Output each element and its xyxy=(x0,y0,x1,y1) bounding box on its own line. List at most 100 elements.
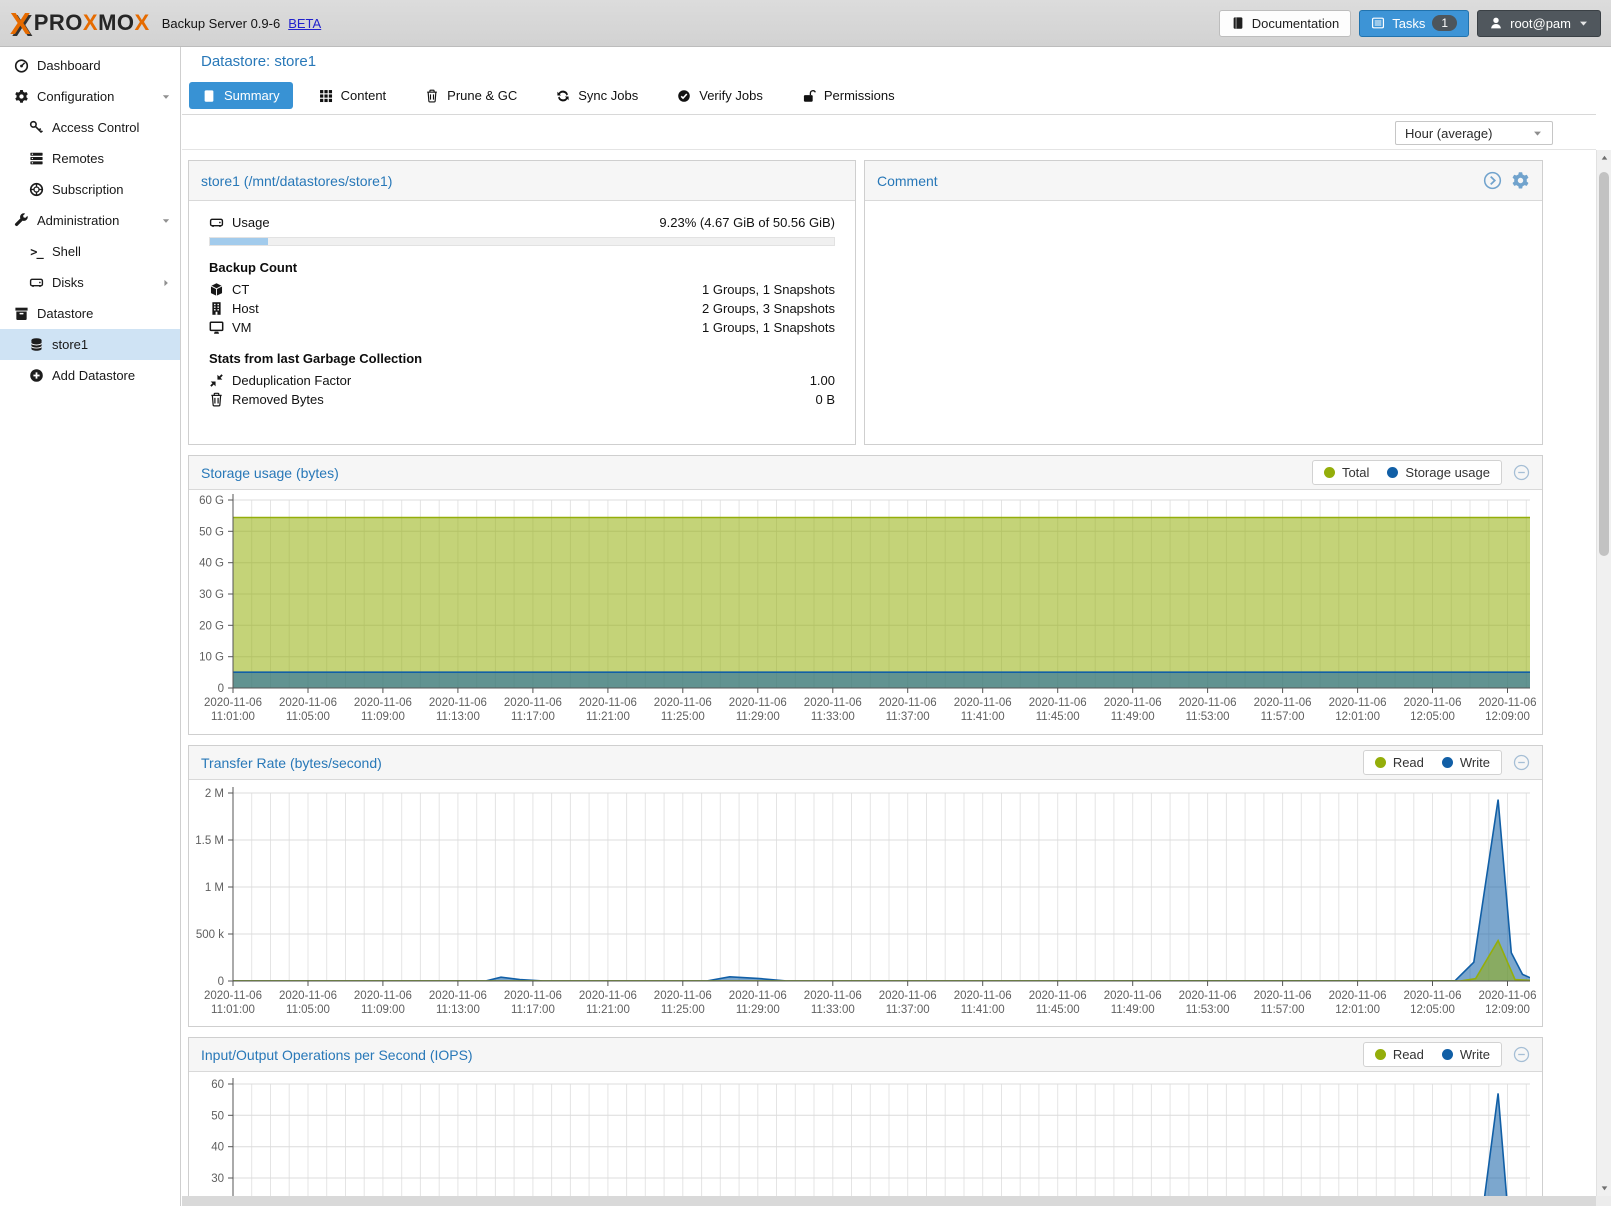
backup-count-heading: Backup Count xyxy=(209,260,298,275)
book-icon xyxy=(1231,16,1245,30)
top-bar: X PROXMOX Backup Server 0.9-6 BETA Docum… xyxy=(0,0,1611,47)
row-value: 1.00 xyxy=(809,373,835,388)
documentation-label: Documentation xyxy=(1251,15,1340,31)
svg-text:11:53:00: 11:53:00 xyxy=(1186,1004,1230,1016)
svg-text:50: 50 xyxy=(211,1110,224,1122)
sidebar-item-configuration[interactable]: Configuration xyxy=(0,81,180,112)
svg-text:2020-11-06: 2020-11-06 xyxy=(804,990,862,1002)
brand-part: X xyxy=(134,10,150,35)
svg-text:1 M: 1 M xyxy=(205,882,224,894)
tab-prune-gc[interactable]: Prune & GC xyxy=(412,82,530,109)
svg-text:0: 0 xyxy=(218,976,224,988)
tab-label: Verify Jobs xyxy=(699,88,763,103)
svg-text:30 G: 30 G xyxy=(199,589,224,601)
chart-legend: Total Storage usage xyxy=(1311,460,1502,485)
svg-text:2020-11-06: 2020-11-06 xyxy=(1029,990,1087,1002)
svg-text:10 G: 10 G xyxy=(199,652,224,664)
iops-chart-panel: Input/Output Operations per Second (IOPS… xyxy=(188,1037,1543,1196)
svg-text:11:25:00: 11:25:00 xyxy=(661,711,705,723)
gear-icon[interactable] xyxy=(1511,171,1530,190)
svg-text:2020-11-06: 2020-11-06 xyxy=(879,990,937,1002)
scrollbar-corner xyxy=(1596,1196,1611,1206)
gc-row-dedup: Deduplication Factor 1.00 xyxy=(209,371,835,390)
svg-text:12:05:00: 12:05:00 xyxy=(1410,711,1455,723)
scroll-up-button[interactable] xyxy=(1597,151,1611,166)
storage-usage-chart: 0 10 G 20 G 30 G 40 G 50 G 60 G 2020-11-06 11:01… xyxy=(189,490,1542,734)
tab-permissions[interactable]: Permissions xyxy=(789,82,908,109)
sidebar-item-subscription[interactable]: Subscription xyxy=(0,174,180,205)
legend-item-write[interactable]: Write xyxy=(1441,1047,1490,1062)
documentation-button[interactable]: Documentation xyxy=(1218,9,1352,37)
legend-dot-blue xyxy=(1441,757,1453,768)
wrench-icon xyxy=(12,213,31,228)
svg-text:11:21:00: 11:21:00 xyxy=(586,711,630,723)
row-label: Deduplication Factor xyxy=(232,373,352,388)
unlock-icon xyxy=(802,89,816,103)
iops-chart: 01020304050602020-11-0611:01:002020-11-0… xyxy=(189,1072,1542,1196)
trash-icon xyxy=(425,89,439,103)
sidebar-item-access-control[interactable]: Access Control xyxy=(0,112,180,143)
datastore-info-panel: store1 (/mnt/datastores/store1) Usage 9.… xyxy=(188,160,856,445)
gc-row-removed-bytes: Removed Bytes 0 B xyxy=(209,390,835,409)
svg-text:2 M: 2 M xyxy=(205,788,224,800)
svg-text:60 G: 60 G xyxy=(199,495,224,507)
usage-progress-bar xyxy=(209,237,835,246)
svg-text:20 G: 20 G xyxy=(199,620,224,632)
legend-dot-green xyxy=(1323,467,1335,478)
book-icon xyxy=(202,89,216,103)
vertical-scrollbar-thumb[interactable] xyxy=(1599,172,1609,556)
svg-text:2020-11-06: 2020-11-06 xyxy=(279,697,337,709)
svg-text:11:45:00: 11:45:00 xyxy=(1036,711,1080,723)
timeframe-select[interactable]: Hour (average) xyxy=(1395,121,1553,145)
svg-text:2020-11-06: 2020-11-06 xyxy=(1404,990,1462,1002)
svg-text:11:17:00: 11:17:00 xyxy=(511,711,555,723)
submit-circle-icon[interactable] xyxy=(1483,171,1502,190)
sidebar-item-shell[interactable]: >_ Shell xyxy=(0,236,180,267)
life-ring-icon xyxy=(27,182,46,197)
legend-item-write[interactable]: Write xyxy=(1441,755,1490,770)
vertical-scrollbar[interactable] xyxy=(1596,150,1611,1196)
svg-text:2020-11-06: 2020-11-06 xyxy=(1479,990,1537,1002)
sidebar-item-disks[interactable]: Disks xyxy=(0,267,180,298)
sidebar-item-dashboard[interactable]: Dashboard xyxy=(0,50,180,81)
collapse-panel-icon[interactable] xyxy=(1513,464,1530,481)
vm-desktop-icon xyxy=(209,320,227,335)
legend-item-storage-usage[interactable]: Storage usage xyxy=(1387,465,1490,480)
tasks-button[interactable]: Tasks 1 xyxy=(1359,9,1470,37)
gears-icon xyxy=(12,89,31,104)
tab-bar: Summary Content Prune & GC Sync Jobs Ver… xyxy=(189,82,908,109)
svg-text:11:37:00: 11:37:00 xyxy=(886,1004,930,1016)
transfer-rate-chart-header: Transfer Rate (bytes/second) Read Write xyxy=(189,746,1542,780)
tab-verify-jobs[interactable]: Verify Jobs xyxy=(664,82,776,109)
legend-item-read[interactable]: Read xyxy=(1374,755,1424,770)
legend-item-read[interactable]: Read xyxy=(1374,1047,1424,1062)
sidebar-item-datastore[interactable]: Datastore xyxy=(0,298,180,329)
timeframe-value: Hour (average) xyxy=(1405,125,1493,141)
collapse-panel-icon[interactable] xyxy=(1513,754,1530,771)
legend-label: Read xyxy=(1392,1047,1424,1062)
tab-sync-jobs[interactable]: Sync Jobs xyxy=(543,82,651,109)
collapse-panel-icon[interactable] xyxy=(1513,1046,1530,1063)
user-menu-button[interactable]: root@pam xyxy=(1477,9,1601,37)
svg-text:2020-11-06: 2020-11-06 xyxy=(1104,990,1162,1002)
sidebar-item-remotes[interactable]: Remotes xyxy=(0,143,180,174)
tab-summary[interactable]: Summary xyxy=(189,82,293,109)
sidebar-item-store1[interactable]: store1 xyxy=(0,329,180,360)
svg-text:2020-11-06: 2020-11-06 xyxy=(204,990,262,1002)
sidebar-item-add-datastore[interactable]: Add Datastore xyxy=(0,360,180,391)
tasks-count-badge: 1 xyxy=(1432,15,1458,31)
beta-link[interactable]: BETA xyxy=(288,15,322,31)
horizontal-scrollbar[interactable] xyxy=(182,1196,1596,1206)
svg-text:2020-11-06: 2020-11-06 xyxy=(654,990,712,1002)
tab-content[interactable]: Content xyxy=(306,82,400,109)
sidebar-item-administration[interactable]: Administration xyxy=(0,205,180,236)
compress-icon xyxy=(209,373,227,388)
svg-text:11:25:00: 11:25:00 xyxy=(661,1004,705,1016)
brand-part: MO xyxy=(98,10,135,35)
scroll-down-button[interactable] xyxy=(1597,1180,1611,1195)
svg-text:11:01:00: 11:01:00 xyxy=(211,711,255,723)
legend-item-total[interactable]: Total xyxy=(1323,465,1369,480)
sidebar-item-label: Disks xyxy=(52,275,84,290)
svg-text:2020-11-06: 2020-11-06 xyxy=(429,990,487,1002)
main-area: Datastore: store1 Summary Content Prune … xyxy=(182,47,1596,1206)
